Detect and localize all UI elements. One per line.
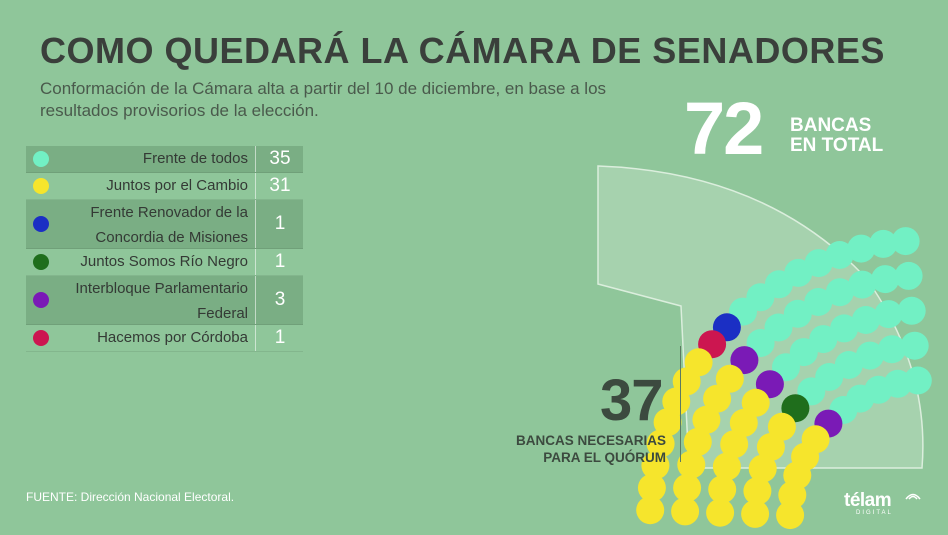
seat (874, 300, 903, 329)
legend-party-name: Hacemos por Córdoba (97, 329, 248, 346)
seat (776, 501, 805, 530)
legend-party-name: Juntos Somos Río Negro (80, 253, 248, 270)
seat (637, 473, 666, 502)
seat (847, 234, 876, 263)
seat (748, 454, 777, 483)
page-subtitle: Conformación de la Cámara alta a partir … (40, 79, 607, 120)
seat (900, 331, 929, 360)
seat (756, 433, 785, 461)
legend: Frente de todos 35 Juntos por el Cambio … (26, 146, 306, 352)
legend-row: Juntos Somos Río Negro 1 (26, 249, 303, 276)
seat (741, 499, 770, 528)
total-seats-label: BANCAS EN TOTAL (790, 116, 920, 156)
legend-party-name: Juntos por el Cambio (106, 177, 248, 194)
seat (783, 299, 812, 328)
source-note: FUENTE: Dirección Nacional Electoral. (26, 490, 235, 504)
logo-name: télam (844, 490, 892, 511)
seat (851, 306, 880, 334)
seat (897, 296, 926, 325)
seat (708, 475, 737, 504)
legend-seat-count: 31 (255, 173, 304, 199)
seat (671, 497, 700, 526)
seat (673, 473, 702, 502)
total-seats-label-line1: BANCAS (790, 115, 872, 136)
legend-row: Juntos por el Cambio 31 (26, 173, 303, 200)
seat (683, 427, 712, 456)
seat (636, 496, 665, 525)
logo-sub: DIGITAL (856, 510, 893, 516)
legend-row: Frente de todos 35 (26, 146, 303, 173)
seat (871, 265, 900, 294)
seat (869, 229, 898, 258)
seat (855, 341, 884, 370)
quorum-label-line2: PARA EL QUÓRUM (543, 450, 666, 465)
seat (677, 450, 706, 479)
seat (720, 430, 749, 459)
legend-swatch (33, 178, 49, 194)
seat (894, 261, 923, 290)
legend-party-name: Frente Renovador de la Concordia de Misi… (90, 204, 248, 246)
page-title: COMO QUEDARÁ LA CÁMARA DE SENADORES (40, 30, 885, 71)
legend-seat-count: 35 (255, 146, 304, 172)
seat (804, 288, 833, 316)
legend-swatch (33, 151, 49, 167)
seat (712, 452, 741, 481)
legend-swatch (33, 254, 49, 270)
seat (825, 241, 854, 269)
legend-party-name: Frente de todos (142, 150, 248, 167)
quorum-label: BANCAS NECESARIAS PARA EL QUÓRUM (460, 432, 666, 466)
telam-logo: télam DIGITAL (844, 490, 924, 522)
seat (641, 451, 670, 480)
seat (715, 364, 744, 393)
legend-seat-count: 3 (255, 276, 304, 324)
signal-icon (905, 493, 921, 500)
legend-row: Frente Renovador de la Concordia de Misi… (26, 200, 303, 249)
seat (706, 498, 735, 527)
seat (653, 408, 682, 437)
seat (878, 335, 906, 364)
quorum-label-line1: BANCAS NECESARIAS (515, 433, 666, 448)
legend-seat-count: 1 (255, 325, 304, 351)
quorum-number: 37 (600, 368, 664, 433)
legend-swatch (33, 330, 49, 346)
seat (891, 227, 920, 256)
total-seats-label-line2: EN TOTAL (790, 135, 884, 156)
legend-swatch (33, 216, 49, 232)
seat (830, 314, 859, 343)
seat (743, 477, 772, 505)
legend-row: Hacemos por Córdoba 1 (26, 325, 303, 352)
seat (825, 278, 854, 307)
seat (848, 270, 877, 299)
seat-group (636, 227, 932, 530)
seat (646, 429, 675, 458)
legend-party-name: Interbloque Parlamentario Federal (75, 280, 248, 322)
total-seats-number: 72 (684, 87, 764, 170)
seat (692, 405, 721, 434)
legend-seat-count: 1 (255, 249, 304, 275)
quorum-divider (680, 346, 681, 462)
legend-swatch (33, 292, 49, 308)
legend-seat-count: 1 (255, 200, 304, 248)
legend-row: Interbloque Parlamentario Federal 3 (26, 276, 303, 325)
seat (729, 408, 758, 437)
seat (703, 384, 732, 413)
